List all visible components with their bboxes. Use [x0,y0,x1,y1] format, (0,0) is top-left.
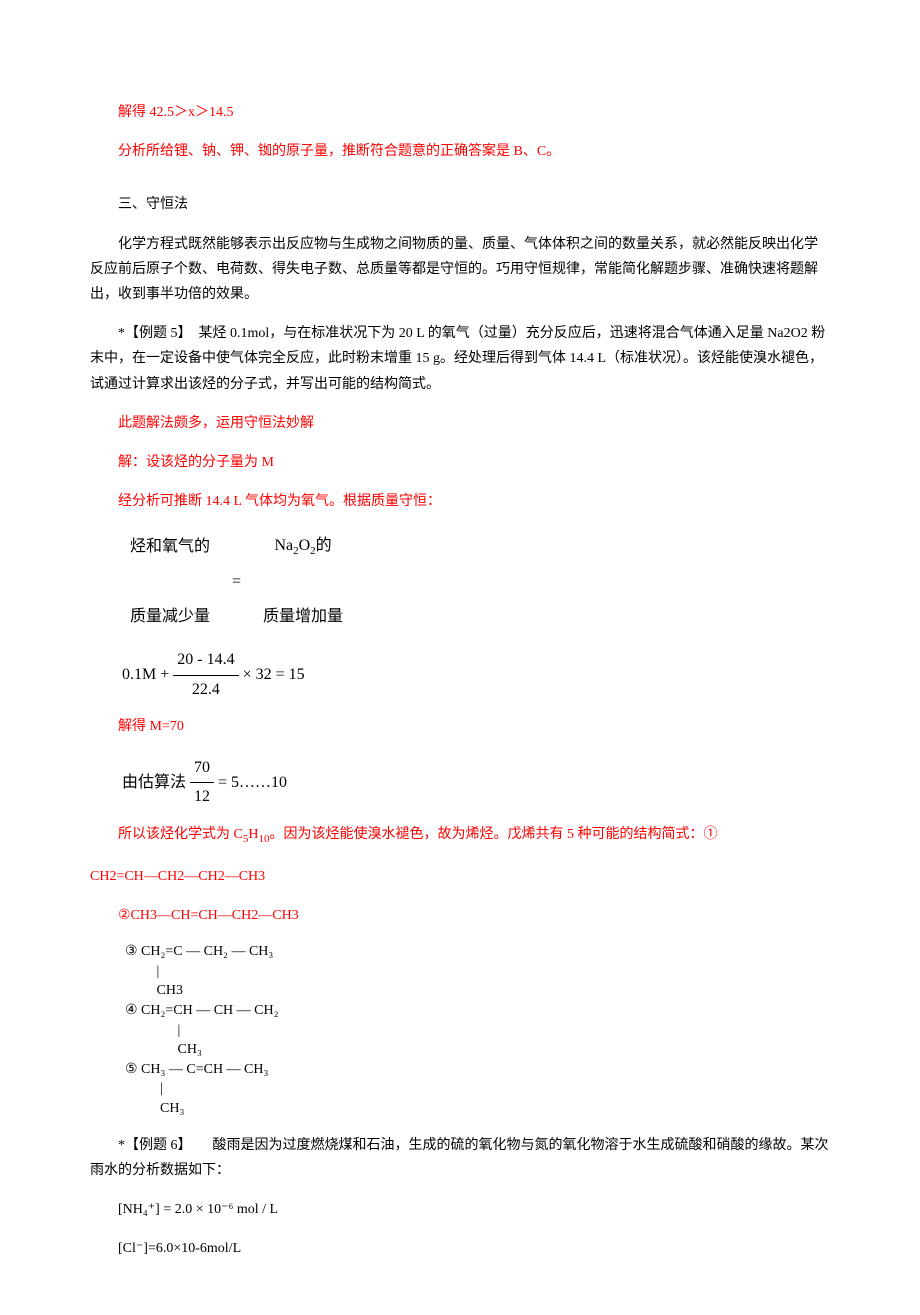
word-eq-right-bot: 质量增加量 [253,601,353,634]
analysis-line: 分析所给锂、钠、钾、铷的原子量，推断符合题意的正确答案是 B、C。 [90,139,830,164]
est-suffix: = 5……10 [218,774,287,791]
isomer-5: ⑤ CH₃ — C=CH — CH₃ | CH₃ [125,1060,830,1119]
isomer-2: ②CH3—CH=CH—CH2—CH3 [90,903,830,928]
mass-eq-den: 22.4 [173,676,238,705]
example6-text: 酸雨是因为过度燃烧煤和石油，生成的硫的氧化物与氮的氧化物溶于水生成硫酸和硝酸的缘… [90,1138,829,1178]
est-prefix: 由估算法 [122,774,186,791]
mass-eq-prefix: 0.1M + [122,666,169,683]
result-line: 解得 42.5＞x＞14.5 [90,100,830,125]
est-num: 70 [190,754,214,784]
mass-equation: 0.1M + 20 - 14.4 22.4 × 32 = 15 [122,646,830,705]
example5-label: *【例题 5】 [118,326,185,341]
section3-body: 化学方程式既然能够表示出反应物与生成物之间物质的量、质量、气体体积之间的数量关系… [90,232,830,308]
word-eq-left-bot: 质量减少量 [120,601,220,634]
example6: *【例题 6】 酸雨是因为过度燃烧煤和石油，生成的硫的氧化物与氮的氧化物溶于水生… [90,1133,830,1183]
conclusion-line: 所以该烃化学式为 C5H10。因为该烃能使溴水褪色，故为烯烃。戊烯共有 5 种可… [90,822,830,850]
mass-eq-num: 20 - 14.4 [173,646,238,676]
red-note-1: 此题解法颇多，运用守恒法妙解 [90,411,830,436]
word-eq-sign: = [222,566,251,599]
est-den: 12 [190,783,214,812]
word-eq-right-top: Na2O2的 [253,530,353,564]
section3-title: 三、守恒法 [90,192,830,217]
word-equation: 烃和氧气的 Na2O2的 = 质量减少量 质量增加量 [118,528,830,636]
eq-nh4: [NH₄⁺] = 2.0 × 10⁻⁶ mol / L [118,1197,830,1222]
isomer-1: CH2=CH—CH2—CH2—CH3 [90,864,830,889]
word-eq-left-top: 烃和氧气的 [120,530,220,564]
example5: *【例题 5】 某烃 0.1mol，与在标准状况下为 20 L 的氧气（过量）充… [90,321,830,397]
red-note-4: 解得 M=70 [90,714,830,739]
example5-text: 某烃 0.1mol，与在标准状况下为 20 L 的氧气（过量）充分反应后，迅速将… [90,326,825,391]
red-note-2: 解：设该烃的分子量为 M [90,450,830,475]
estimate-equation: 由估算法 70 12 = 5……10 [122,754,830,813]
mass-eq-mid: × 32 = 15 [243,666,305,683]
example6-label: *【例题 6】 [118,1138,185,1153]
isomer-4: ④ CH₂=CH — CH — CH₂ | CH₃ [125,1001,830,1060]
isomer-3: ③ CH₂=C — CH₂ — CH₃ | CH3 [125,942,830,1001]
red-note-3: 经分析可推断 14.4 L 气体均为氧气。根据质量守恒： [90,489,830,514]
eq-cl: [Cl⁻]=6.0×10-6mol/L [90,1236,830,1261]
